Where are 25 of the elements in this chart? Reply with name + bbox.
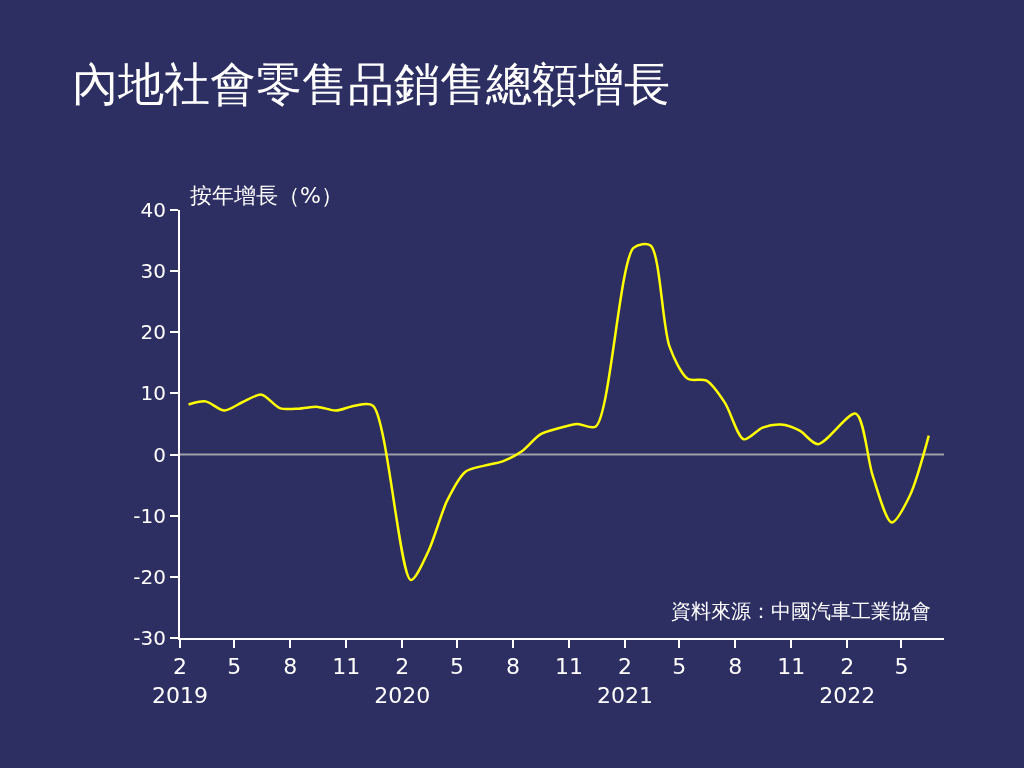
x-tick-label: 5	[672, 654, 687, 680]
annotation: 資料來源：中國汽車工業協會	[671, 599, 931, 623]
x-tick-label: 2 2020	[374, 654, 431, 708]
x-tick-label: 11	[777, 654, 806, 680]
y-tick-label: 10	[140, 381, 166, 406]
chart-title: 內地社會零售品銷售總額增長	[71, 56, 670, 111]
x-tick-label: 8	[728, 654, 743, 680]
y-tick-label: -10	[133, 503, 166, 528]
x-tick-label: 11	[332, 654, 361, 680]
x-tick-label: 8	[283, 654, 298, 680]
y-tick-label: -20	[133, 564, 166, 589]
y-axis-title: 按年增長（%）	[190, 183, 343, 208]
x-tick-label: 5	[449, 654, 464, 680]
y-tick-label: 20	[140, 320, 166, 345]
y-tick-label: 0	[153, 442, 166, 467]
y-tick-label: 40	[140, 198, 166, 222]
x-tick-label: 2 2022	[819, 654, 876, 708]
x-tick-label: 2 2021	[597, 654, 654, 708]
x-tick-label: 5	[227, 654, 242, 680]
y-tick-label: -30	[133, 626, 166, 650]
x-tick-label: 11	[555, 654, 583, 680]
y-tick-label: 30	[140, 259, 166, 284]
x-tick-label: 8	[505, 654, 520, 680]
x-tick-label: 5	[894, 654, 909, 680]
x-tick-label: 2 2019	[152, 654, 208, 708]
